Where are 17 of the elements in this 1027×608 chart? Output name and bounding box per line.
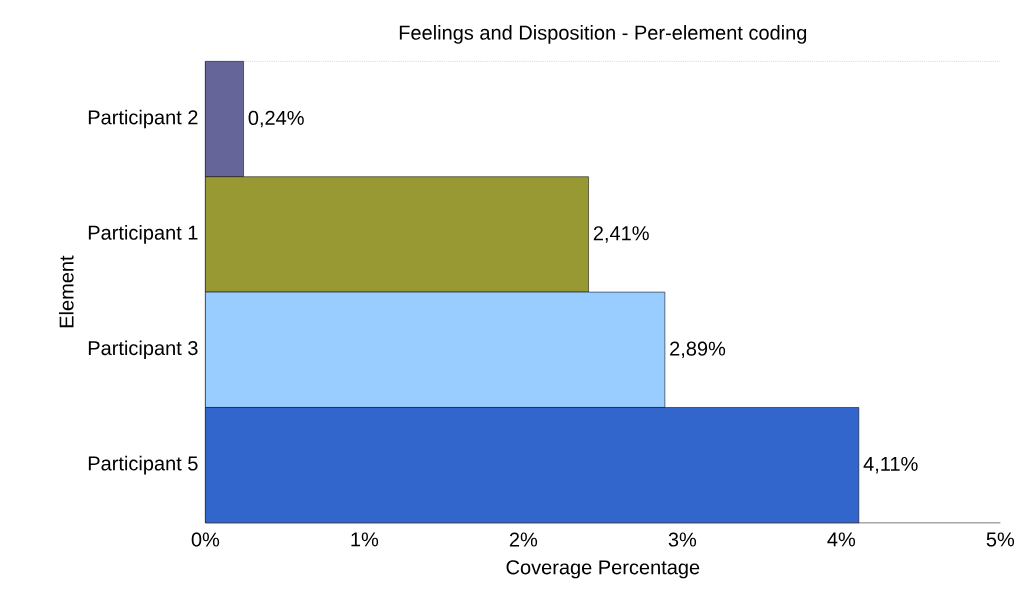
x-tick-label: 4% (827, 532, 856, 547)
data-label: 2,41% (593, 226, 649, 243)
x-tick-label: 5% (986, 532, 1015, 547)
y-tick-label: Participant 2 (88, 109, 198, 129)
y-tick-label: Participant 3 (88, 340, 198, 360)
x-axis-title: Coverage Percentage (506, 560, 700, 579)
y-axis-title: Element (58, 255, 74, 328)
x-tick-label: 0% (191, 532, 220, 547)
data-label: 4,11% (863, 456, 918, 474)
chart-title: Feelings and Disposition - Per-element coding (399, 25, 807, 44)
y-tick-label: Participant 5 (88, 455, 198, 475)
x-tick-label: 3% (668, 532, 697, 547)
data-label: 2,89% (670, 341, 726, 358)
x-tick-label: 1% (351, 532, 379, 547)
data-label: 0,24% (248, 110, 304, 128)
x-tick-label: 2% (509, 532, 538, 547)
y-tick-label: Participant 1 (88, 225, 198, 244)
